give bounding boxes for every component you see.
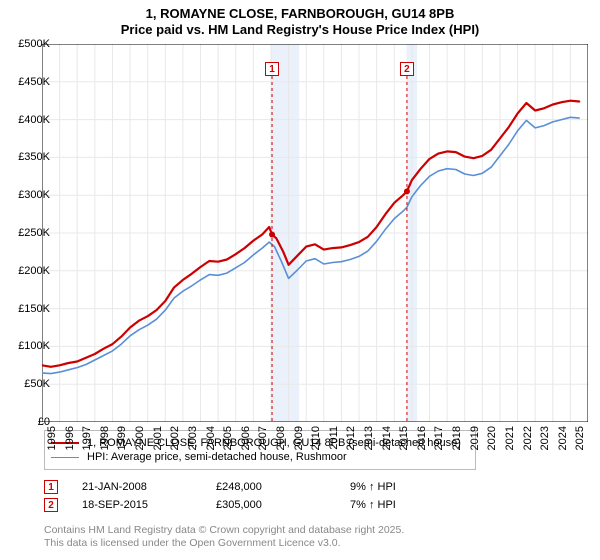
annotation-date: 18-SEP-2015: [82, 499, 192, 511]
y-tick-label: £50K: [24, 378, 50, 390]
license-line2: This data is licensed under the Open Gov…: [44, 537, 404, 550]
y-tick-label: £250K: [18, 227, 50, 239]
x-tick-label: 2010: [310, 426, 322, 450]
annotation-price: £248,000: [216, 481, 326, 493]
x-tick-label: 1999: [116, 426, 128, 450]
annotation-row: 1 21-JAN-2008 £248,000 9% ↑ HPI: [44, 480, 460, 494]
x-tick-label: 2006: [240, 426, 252, 450]
x-tick-label: 2007: [257, 426, 269, 450]
x-tick-label: 2012: [345, 426, 357, 450]
x-tick-label: 1995: [46, 426, 58, 450]
y-tick-label: £400K: [18, 114, 50, 126]
x-tick-label: 2011: [328, 426, 340, 450]
x-tick-label: 2018: [451, 426, 463, 450]
x-tick-label: 2015: [398, 426, 410, 450]
annotation-number: 2: [44, 498, 58, 512]
x-tick-label: 1997: [81, 426, 93, 450]
x-tick-label: 2016: [416, 426, 428, 450]
y-tick-label: £200K: [18, 265, 50, 277]
x-tick-label: 2022: [522, 426, 534, 450]
y-tick-label: £450K: [18, 76, 50, 88]
annotation-number: 1: [44, 480, 58, 494]
page-title-line2: Price paid vs. HM Land Registry's House …: [0, 22, 600, 38]
x-tick-label: 2000: [134, 426, 146, 450]
chart-svg: [42, 44, 588, 422]
x-tick-label: 2024: [557, 426, 569, 450]
x-tick-label: 2017: [433, 426, 445, 450]
license-line1: Contains HM Land Registry data © Crown c…: [44, 524, 404, 537]
x-tick-label: 2019: [469, 426, 481, 450]
license-text: Contains HM Land Registry data © Crown c…: [44, 524, 404, 550]
x-tick-label: 2003: [187, 426, 199, 450]
legend-label: HPI: Average price, semi-detached house,…: [87, 451, 347, 463]
y-tick-label: £350K: [18, 151, 50, 163]
x-tick-label: 2025: [574, 426, 586, 450]
y-tick-label: £300K: [18, 189, 50, 201]
legend-swatch: [51, 457, 79, 458]
x-tick-label: 2009: [293, 426, 305, 450]
x-tick-label: 2021: [504, 426, 516, 450]
annotation-date: 21-JAN-2008: [82, 481, 192, 493]
x-tick-label: 2005: [222, 426, 234, 450]
annotation-price: £305,000: [216, 499, 326, 511]
annotation-delta: 7% ↑ HPI: [350, 499, 460, 511]
annotation-delta: 9% ↑ HPI: [350, 481, 460, 493]
x-tick-label: 2014: [381, 426, 393, 450]
x-tick-label: 2004: [205, 426, 217, 450]
y-tick-label: £500K: [18, 38, 50, 50]
x-tick-label: 2008: [275, 426, 287, 450]
x-tick-label: 2001: [152, 426, 164, 450]
annotation-marker: 2: [400, 62, 414, 76]
annotation-marker: 1: [265, 62, 279, 76]
y-tick-label: £100K: [18, 340, 50, 352]
x-tick-label: 2002: [169, 426, 181, 450]
annotation-table: 1 21-JAN-2008 £248,000 9% ↑ HPI 2 18-SEP-2015…: [44, 476, 460, 516]
page-title-line1: 1, ROMAYNE CLOSE, FARNBOROUGH, GU14 8PB: [0, 6, 600, 22]
chart: [42, 44, 588, 422]
x-tick-label: 1996: [64, 426, 76, 450]
annotation-row: 2 18-SEP-2015 £305,000 7% ↑ HPI: [44, 498, 460, 512]
x-tick-label: 2023: [539, 426, 551, 450]
x-tick-label: 2013: [363, 426, 375, 450]
legend-item: HPI: Average price, semi-detached house,…: [51, 451, 469, 463]
x-tick-label: 2020: [486, 426, 498, 450]
y-tick-label: £150K: [18, 303, 50, 315]
x-tick-label: 1998: [99, 426, 111, 450]
